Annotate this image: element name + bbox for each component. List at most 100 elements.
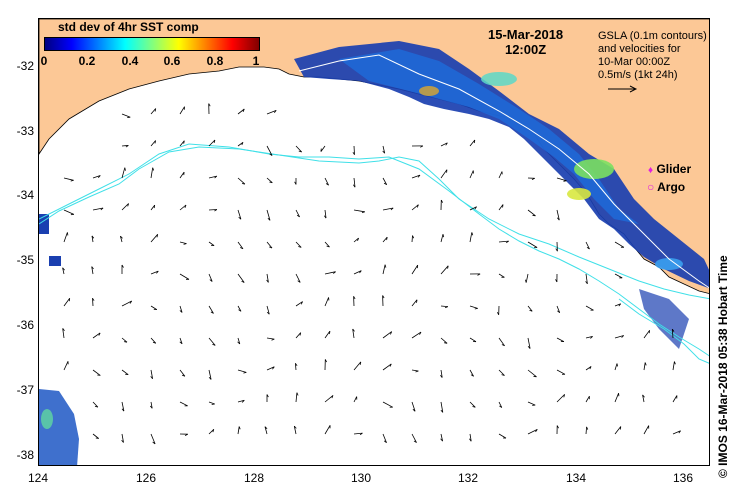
velocity-arrow xyxy=(556,337,565,342)
velocity-arrow xyxy=(121,433,124,443)
velocity-arrow-head xyxy=(357,237,359,242)
velocity-arrow xyxy=(469,401,476,408)
velocity-arrow-head xyxy=(389,363,392,367)
velocity-arrow-head xyxy=(416,204,419,208)
velocity-arrow-head xyxy=(589,366,592,370)
velocity-arrow xyxy=(63,177,74,181)
velocity-arrow-head xyxy=(183,140,185,144)
velocity-arrow xyxy=(324,271,336,275)
velocity-arrow xyxy=(266,110,277,115)
velocity-arrow xyxy=(179,140,185,147)
velocity-arrow-head xyxy=(440,438,443,442)
velocity-arrow xyxy=(411,433,417,443)
velocity-arrow-head xyxy=(153,205,156,209)
velocity-arrow xyxy=(498,433,507,439)
velocity-arrow-head xyxy=(383,440,387,444)
velocity-arrow xyxy=(295,241,302,248)
velocity-arrow xyxy=(92,298,94,307)
title-time: 12:00Z xyxy=(504,42,547,57)
velocity-arrow xyxy=(440,142,448,147)
velocity-arrow xyxy=(293,426,297,435)
velocity-arrow-head xyxy=(590,336,593,339)
velocity-arrow xyxy=(237,141,244,147)
velocity-arrow xyxy=(62,267,65,275)
velocity-arrow xyxy=(237,177,246,185)
velocity-arrow xyxy=(237,273,245,283)
velocity-arrow xyxy=(266,241,273,249)
velocity-arrow-head xyxy=(154,108,157,112)
gsla-info: GSLA (0.1m contours) and velocities for … xyxy=(598,30,707,98)
velocity-arrow-head xyxy=(121,264,124,268)
velocity-arrow-head xyxy=(445,142,448,146)
velocity-arrow xyxy=(324,330,331,339)
velocity-arrow-head xyxy=(184,204,187,208)
velocity-arrow-head xyxy=(241,142,244,146)
velocity-arrow-head xyxy=(447,265,449,269)
velocity-arrow-head xyxy=(183,243,187,245)
velocity-arrow xyxy=(120,235,123,243)
velocity-arrow-head xyxy=(497,312,500,315)
colorbar-tick: 0.2 xyxy=(78,54,96,68)
velocity-arrow xyxy=(353,432,363,435)
velocity-arrow xyxy=(440,337,448,344)
velocity-arrow xyxy=(266,273,269,283)
velocity-arrow-head xyxy=(416,299,418,303)
velocity-arrow-head xyxy=(474,308,478,310)
velocity-arrow xyxy=(324,395,334,403)
velocity-arrow xyxy=(411,331,422,339)
velocity-arrow-head xyxy=(98,175,101,178)
velocity-arrow-head xyxy=(471,232,474,236)
velocity-arrow-head xyxy=(62,328,65,332)
velocity-arrow-head xyxy=(70,179,74,182)
velocity-arrow xyxy=(179,401,188,407)
velocity-arrow-head xyxy=(535,429,538,433)
velocity-arrow xyxy=(324,177,329,186)
velocity-arrow-head xyxy=(678,430,681,434)
velocity-arrow-head xyxy=(531,177,535,180)
velocity-arrow xyxy=(411,235,413,243)
lon-label: 126 xyxy=(135,471,157,485)
lat-label: -32 xyxy=(16,59,34,73)
velocity-arrow xyxy=(469,369,474,377)
velocity-arrow-head xyxy=(616,363,618,367)
velocity-arrow xyxy=(208,175,217,179)
velocity-arrow-head xyxy=(240,247,244,250)
map-canvas xyxy=(39,19,709,465)
velocity-arrow xyxy=(498,240,509,243)
velocity-arrow-head xyxy=(149,405,153,409)
velocity-arrow xyxy=(121,113,131,118)
velocity-arrow-head xyxy=(129,300,133,304)
velocity-arrow-head xyxy=(208,376,212,380)
velocity-arrow-head xyxy=(266,279,269,283)
velocity-arrow-head xyxy=(121,439,124,443)
velocity-arrow xyxy=(237,399,245,403)
velocity-arrow xyxy=(324,241,330,248)
velocity-arrow xyxy=(585,241,590,250)
velocity-arrow-head xyxy=(505,240,509,244)
velocity-arrow xyxy=(527,369,537,378)
velocity-arrow xyxy=(585,426,587,435)
velocity-arrow-head xyxy=(294,181,297,185)
credit-text: © IMOS 16-Mar-2018 05:38 Hobart Time xyxy=(716,255,730,478)
velocity-arrow xyxy=(672,395,678,403)
colorbar-tick: 0.6 xyxy=(163,54,181,68)
map-frame[interactable] xyxy=(38,18,710,466)
velocity-arrow xyxy=(411,204,419,211)
velocity-arrow xyxy=(411,174,421,179)
velocity-arrow-head xyxy=(353,296,356,300)
velocity-arrow-head xyxy=(674,361,676,365)
velocity-arrow xyxy=(208,209,217,211)
velocity-arrow xyxy=(614,426,622,435)
velocity-arrow-head xyxy=(384,264,387,268)
velocity-arrow xyxy=(92,369,101,376)
velocity-arrow xyxy=(150,140,156,147)
lat-label: -33 xyxy=(16,124,34,138)
velocity-arrow xyxy=(266,145,273,156)
velocity-arrow xyxy=(353,270,362,275)
velocity-arrow xyxy=(179,273,190,280)
velocity-arrow-head xyxy=(297,280,301,283)
velocity-arrow-head xyxy=(501,374,505,376)
velocity-arrow-head xyxy=(242,108,245,112)
velocity-arrow-head xyxy=(156,234,159,238)
velocity-arrow xyxy=(266,337,275,340)
